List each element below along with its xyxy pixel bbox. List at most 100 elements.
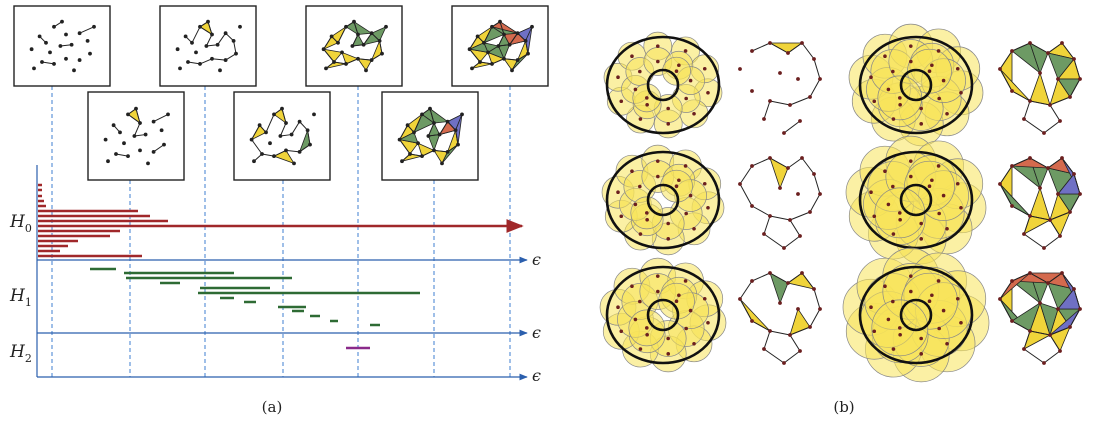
sample-point xyxy=(218,68,222,73)
sample-point xyxy=(684,211,688,216)
simplex-edge xyxy=(307,130,311,145)
simplex-edge xyxy=(1011,320,1031,332)
sample-point xyxy=(786,51,790,55)
sample-point xyxy=(633,317,638,322)
simplex-edge xyxy=(199,26,213,35)
sample-point xyxy=(808,95,812,99)
simplex-edge xyxy=(479,61,493,65)
sample-point xyxy=(1010,164,1014,168)
sample-point xyxy=(29,47,34,52)
sample-point xyxy=(919,336,923,341)
sample-point xyxy=(666,352,671,356)
sample-point xyxy=(750,89,754,93)
simplex-edge xyxy=(763,100,771,120)
simplex-edge xyxy=(801,42,815,60)
sample-point xyxy=(344,24,348,29)
sample-point xyxy=(630,284,634,288)
sample-point xyxy=(77,58,82,62)
sample-point xyxy=(677,293,681,298)
sample-point xyxy=(706,205,710,210)
simplex-edge xyxy=(433,149,448,153)
simplex-edge xyxy=(769,157,789,169)
sample-point xyxy=(1058,349,1062,353)
simplex-edge xyxy=(999,50,1013,70)
sample-point xyxy=(633,202,638,207)
filtration-stage-thumbnail xyxy=(233,91,331,181)
sample-point xyxy=(206,19,210,24)
sample-point xyxy=(356,56,360,61)
sample-point xyxy=(1078,77,1082,81)
sample-point xyxy=(52,62,56,66)
sample-point xyxy=(412,130,416,135)
simplex-edge xyxy=(1061,157,1075,175)
sample-point xyxy=(638,347,643,351)
sample-point xyxy=(788,218,792,222)
sample-point xyxy=(456,142,460,147)
sample-point xyxy=(945,227,949,231)
sample-point xyxy=(945,342,949,346)
sample-point xyxy=(1046,281,1050,285)
sample-point xyxy=(666,122,671,126)
sample-point xyxy=(886,317,891,322)
simplex-edge xyxy=(809,78,821,98)
h0-label: H0 xyxy=(9,212,32,235)
outer-boundary xyxy=(858,35,974,135)
simplex-edge xyxy=(769,215,791,221)
sample-point xyxy=(750,49,754,53)
sample-point xyxy=(762,117,766,121)
simplex-edge xyxy=(1029,272,1049,284)
sample-point xyxy=(674,69,679,73)
sample-point xyxy=(666,336,670,341)
sample-point xyxy=(692,227,696,231)
sample-point xyxy=(898,326,902,330)
sample-point xyxy=(702,181,707,186)
sample-point xyxy=(998,67,1002,71)
sample-point xyxy=(1010,279,1014,283)
sample-point xyxy=(437,132,442,137)
sample-point xyxy=(526,51,530,56)
sample-point xyxy=(702,66,707,71)
sample-point xyxy=(908,44,913,48)
sample-point xyxy=(340,50,344,55)
sample-point xyxy=(891,232,896,236)
sample-point xyxy=(159,128,164,133)
sample-point xyxy=(883,54,887,58)
sample-point xyxy=(786,281,790,285)
sample-point xyxy=(869,305,873,310)
simplex-edge xyxy=(127,113,141,124)
sample-point xyxy=(486,50,490,55)
simplex-edge xyxy=(789,326,811,336)
sample-point xyxy=(645,217,649,222)
sample-point xyxy=(289,132,294,137)
union-of-balls xyxy=(601,144,725,256)
simplex-edge xyxy=(279,122,287,137)
sample-point xyxy=(194,50,198,55)
caption-b: (b) xyxy=(833,398,854,416)
sample-point xyxy=(782,246,786,250)
sample-point xyxy=(44,40,48,45)
simplex-edge xyxy=(809,308,821,328)
sample-point xyxy=(655,274,660,278)
sample-point xyxy=(655,159,660,163)
sample-point xyxy=(85,38,90,43)
sample-point xyxy=(800,41,804,45)
sample-point xyxy=(638,117,643,121)
simplex-edge xyxy=(357,58,372,61)
sample-point xyxy=(788,103,792,107)
filtration-stage-thumbnail xyxy=(381,91,479,181)
sample-point xyxy=(937,326,941,331)
simplex-edge xyxy=(469,36,479,50)
sample-point xyxy=(530,24,534,29)
simplex-edge xyxy=(1011,42,1031,52)
simplex-edge xyxy=(1069,308,1081,328)
sample-point xyxy=(941,78,946,83)
simplex-edge xyxy=(429,108,435,124)
simplex-edge xyxy=(409,153,423,157)
simplex-edge xyxy=(769,330,791,336)
sample-point xyxy=(886,87,891,92)
sample-point xyxy=(369,58,374,62)
sample-point xyxy=(356,32,360,37)
simplex-edge xyxy=(763,215,771,235)
simplex-edge xyxy=(1023,348,1045,364)
